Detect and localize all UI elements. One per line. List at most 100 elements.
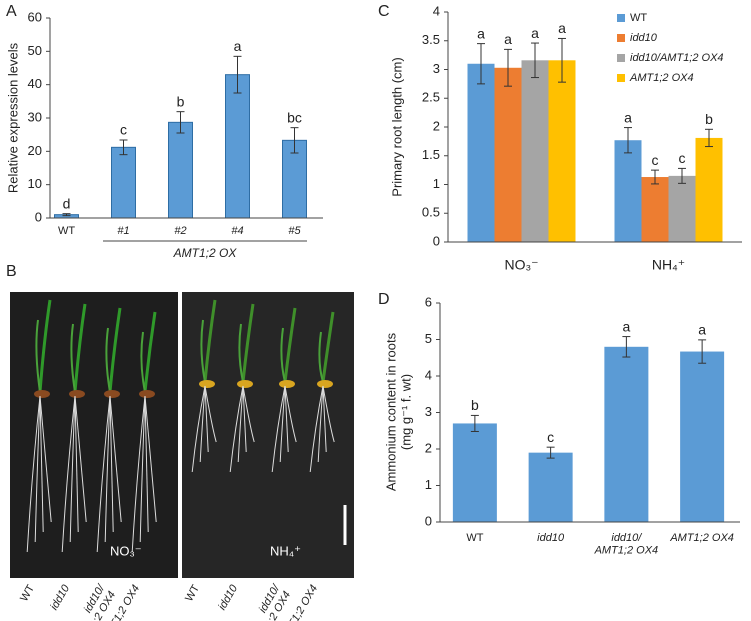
leaf [73,303,87,393]
y-tick-label: 1 [433,176,440,191]
y-tick-label: 10 [28,176,42,191]
significance-letter: a [622,318,630,334]
seed [34,390,50,398]
root [74,395,79,533]
leaf [108,307,122,393]
leaf [241,303,255,383]
y-tick-label: 0 [433,233,440,248]
legend-swatch [617,74,625,82]
root [109,395,122,523]
bar [521,60,549,242]
y-tick-label: 3 [425,404,432,419]
leaf [38,299,52,393]
y-tick-label: 2 [425,440,432,455]
y-tick-label: 5 [425,331,432,346]
bar [604,346,649,522]
root [242,385,255,443]
legend-label: idd10/AMT1;2 OX4 [630,52,724,64]
significance-letter: b [177,93,185,109]
root [271,385,286,473]
root [199,385,206,463]
leaf [280,327,286,383]
significance-letter: c [652,152,659,168]
bar [111,146,136,219]
y-axis-label: Primary root length (cm) [389,57,404,196]
root [229,385,244,473]
leaf [283,307,297,383]
bar [528,452,573,522]
root [191,385,206,473]
leaf [143,311,157,393]
significance-letter: c [547,429,554,445]
panel-label: B [6,263,17,280]
leaf [105,327,111,393]
genotype-label: idd10/AMT1;2 OX4 [64,582,118,621]
bar [494,67,522,243]
x-tick-label: idd10 [537,532,565,544]
y-tick-label: 4 [433,3,440,18]
seed [104,390,120,398]
y-tick-label: 40 [28,76,42,91]
y-tick-label: 0 [425,513,432,528]
y-tick-label: 2 [433,118,440,133]
significance-letter: b [705,111,713,127]
y-tick-label: 0.5 [422,205,440,220]
significance-letter: bc [287,109,302,125]
x-tick-label: AMT1;2 OX4 [669,532,734,544]
root [96,395,111,553]
x-tick-label: #5 [288,225,301,237]
y-axis-label: Ammonium content in roots [383,332,398,491]
x-tick-label: idd10/AMT1;2 OX4 [594,532,659,557]
root [39,395,44,533]
x-tick-label: #1 [117,225,129,237]
y-tick-label: 1.5 [422,147,440,162]
root [39,395,52,523]
significance-letter: a [531,25,539,41]
leaf [35,319,41,393]
x-tick-label: #2 [174,225,186,237]
root [61,395,76,553]
root [204,385,209,453]
significance-letter: b [471,397,479,413]
y-tick-label: 3.5 [422,32,440,47]
root [284,385,289,453]
y-tick-label: 60 [28,9,42,24]
y-tick-label: 30 [28,109,42,124]
panel-label: C [378,3,390,20]
legend-label: idd10 [630,32,658,44]
significance-letter: a [698,322,706,338]
text-line: idd10/ [611,532,642,544]
bar [614,140,642,242]
legend-label: AMT1;2 OX4 [629,72,694,84]
panel-label: A [6,3,17,20]
seed [199,380,215,388]
seed [317,380,333,388]
seed [69,390,85,398]
root [242,385,247,453]
x-tick-label: WT [466,532,483,544]
condition-label: NO₃⁻ [110,543,142,558]
bar [168,121,193,219]
root [144,395,149,533]
y-tick-label: 0 [35,209,42,224]
root [279,385,286,463]
root [104,395,111,543]
leaf [321,311,335,383]
bar [680,351,725,522]
root [204,385,217,443]
leaf [140,331,146,393]
significance-letter: a [234,38,242,54]
genotype-label: idd10 [216,582,240,612]
root [109,395,114,533]
leaf [238,323,244,383]
leaf [200,319,206,383]
y-axis-label: Relative expression levels [5,42,20,193]
seed [279,380,295,388]
seedlings [26,299,335,553]
significance-letter: d [63,195,71,211]
significance-letter: c [120,122,127,138]
condition-label: NH₄⁺ [270,543,301,558]
x-tick-label: #4 [231,225,243,237]
y-tick-label: 3 [433,61,440,76]
